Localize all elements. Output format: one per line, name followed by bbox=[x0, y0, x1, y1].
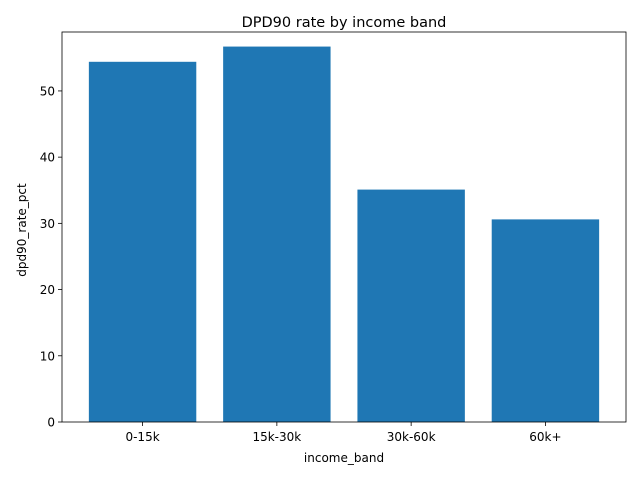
y-axis-label: dpd90_rate_pct bbox=[15, 183, 29, 277]
x-axis-label: income_band bbox=[304, 451, 384, 465]
x-tick-label: 0-15k bbox=[125, 430, 159, 444]
x-tick-label: 30k-60k bbox=[387, 430, 436, 444]
y-tick-label: 10 bbox=[40, 349, 55, 363]
bar-30k-60k bbox=[357, 189, 465, 422]
plot-area: 0-15k 15k-30k 30k-60k 60k+ 0 10 20 30 40 50 bbox=[40, 31, 627, 444]
bar-0-15k bbox=[88, 61, 197, 423]
axes-frame bbox=[61, 31, 627, 423]
bar-15k-30k bbox=[223, 46, 331, 422]
y-tick-label: 50 bbox=[40, 84, 55, 98]
chart-title: DPD90 rate by income band bbox=[242, 15, 447, 31]
x-tick-label: 60k+ bbox=[529, 430, 561, 444]
y-tick-label: 20 bbox=[40, 283, 55, 297]
x-tick-label: 15k-30k bbox=[252, 430, 301, 444]
y-tick-label: 0 bbox=[47, 416, 55, 430]
y-tick-label: 30 bbox=[40, 217, 55, 231]
bar-60k+ bbox=[491, 219, 600, 422]
y-tick-label: 40 bbox=[40, 151, 55, 165]
